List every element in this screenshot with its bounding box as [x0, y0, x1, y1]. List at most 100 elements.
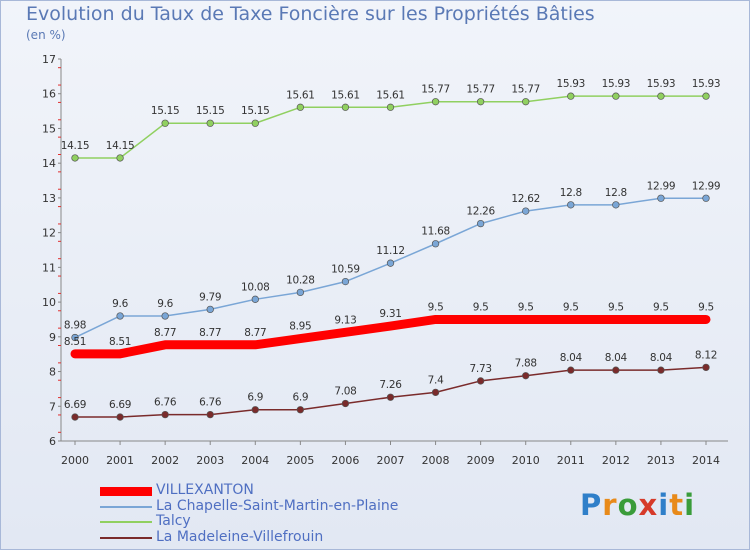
la-madeleine-data-label: 6.9: [247, 392, 263, 404]
la-madeleine-data-label: 6.9: [292, 392, 308, 404]
s2-point: [296, 103, 305, 111]
la-chapelle-data-label: 9.6: [157, 298, 173, 310]
talcy-data-label: 15.77: [466, 84, 495, 96]
la-madeleine-data-label: 8.04: [605, 352, 628, 364]
villexanton-data-label: 8.95: [289, 321, 311, 333]
y-tick-label: 8: [49, 366, 56, 379]
la-chapelle-data-label: 8.98: [64, 320, 86, 332]
s1-point: [431, 240, 440, 248]
s2-point: [386, 103, 395, 111]
la-madeleine-data-label: 6.69: [109, 399, 131, 411]
talcy-data-label: 15.93: [557, 78, 586, 90]
la-madeleine-data-label: 8.12: [695, 349, 717, 361]
s1-point: [161, 312, 169, 320]
legend-swatch: [100, 505, 152, 508]
s3-point: [161, 410, 169, 419]
villexanton-data-label: 8.51: [64, 336, 86, 348]
talcy-data-label: 15.93: [692, 78, 721, 90]
s2-point: [431, 98, 440, 106]
la-chapelle-data-label: 12.99: [647, 180, 676, 192]
s3-point: [251, 406, 259, 414]
talcy-data-label: 15.77: [421, 84, 450, 96]
s3-point: [567, 366, 575, 374]
s3-point: [296, 406, 305, 414]
talcy-data-label: 15.15: [151, 105, 180, 117]
s1-point: [702, 194, 710, 202]
s1-point: [296, 288, 305, 297]
la-madeleine-data-label: 6.76: [199, 397, 222, 409]
s3-point: [206, 410, 214, 419]
la-madeleine-data-label: 6.69: [64, 399, 86, 411]
chart-subtitle: (en %): [26, 28, 66, 42]
talcy-data-label: 15.93: [647, 78, 676, 90]
y-tick-label: 13: [42, 192, 56, 205]
s1-point: [522, 207, 530, 215]
s2-point: [71, 154, 79, 162]
la-chapelle-data-label: 10.08: [241, 281, 270, 293]
x-tick-label: 2010: [512, 454, 540, 467]
villexanton-data-label: 9.5: [608, 301, 624, 313]
y-tick-label: 7: [49, 400, 56, 413]
talcy-data-label: 15.77: [511, 84, 540, 96]
s3-point: [386, 393, 395, 401]
x-tick-label: 2001: [106, 454, 134, 467]
legend-label: La Chapelle-Saint-Martin-en-Plaine: [156, 497, 399, 514]
villexanton-data-label: 8.51: [109, 336, 131, 348]
legend-label: Talcy: [156, 513, 191, 529]
s1-point: [612, 201, 620, 209]
la-chapelle-data-label: 11.12: [376, 245, 405, 257]
x-tick-label: 2008: [422, 454, 450, 467]
s3-point: [522, 372, 530, 380]
s3-point: [71, 413, 79, 421]
s2-point: [251, 119, 259, 127]
x-tick-label: 2014: [692, 454, 720, 467]
x-tick-label: 2009: [467, 454, 495, 467]
y-tick-label: 9: [49, 331, 56, 344]
s2-point: [116, 154, 124, 162]
la-chapelle-data-label: 12.8: [560, 187, 582, 199]
villexanton-data-label: 9.5: [698, 301, 714, 313]
y-tick-label: 16: [42, 88, 56, 101]
villexanton-data-label: 9.5: [518, 301, 534, 313]
s2-point: [522, 98, 530, 106]
la-chapelle-data-label: 12.99: [692, 180, 721, 192]
s3-point: [702, 363, 710, 372]
s2-point: [657, 92, 665, 100]
talcy-data-label: 15.61: [286, 89, 315, 101]
x-tick-label: 2003: [196, 454, 224, 467]
s2-point: [161, 119, 169, 127]
x-tick-label: 2011: [557, 454, 585, 467]
y-tick-label: 15: [42, 122, 56, 135]
talcy-data-label: 15.15: [241, 105, 270, 117]
legend-label: VILLEXANTON: [156, 482, 254, 498]
s1-point: [341, 277, 350, 286]
x-tick-label: 2006: [331, 454, 359, 467]
legend-label: La Madeleine-Villefrouin: [156, 528, 324, 545]
x-tick-label: 2012: [602, 454, 630, 467]
villexanton-data-label: 8.77: [244, 327, 266, 339]
legend-swatch: [100, 486, 152, 496]
la-chapelle-data-label: 12.26: [466, 206, 495, 218]
talcy-data-label: 15.61: [331, 89, 360, 101]
villexanton-data-label: 9.5: [473, 301, 489, 313]
s2-point: [476, 98, 485, 106]
x-tick-label: 2013: [647, 454, 675, 467]
proxiti-logo: Proxiti: [580, 488, 696, 522]
x-tick-label: 2000: [61, 454, 89, 467]
s3-point: [116, 413, 124, 421]
s3-point: [431, 388, 440, 397]
villexanton-data-label: 9.13: [334, 314, 356, 326]
la-madeleine-data-label: 8.04: [560, 352, 583, 364]
talcy-data-label: 15.93: [602, 78, 631, 90]
s3-line: [74, 366, 707, 418]
y-tick-label: 17: [42, 53, 56, 66]
villexanton-data-label: 9.5: [653, 301, 669, 313]
x-tick-label: 2007: [377, 454, 405, 467]
la-madeleine-data-label: 7.73: [470, 363, 492, 375]
s2-point: [567, 92, 575, 100]
la-madeleine-data-label: 6.76: [154, 397, 177, 409]
legend-swatch: [100, 536, 152, 539]
la-chapelle-data-label: 9.6: [112, 298, 128, 310]
la-madeleine-data-label: 7.88: [515, 358, 537, 370]
s1-point: [71, 333, 79, 342]
